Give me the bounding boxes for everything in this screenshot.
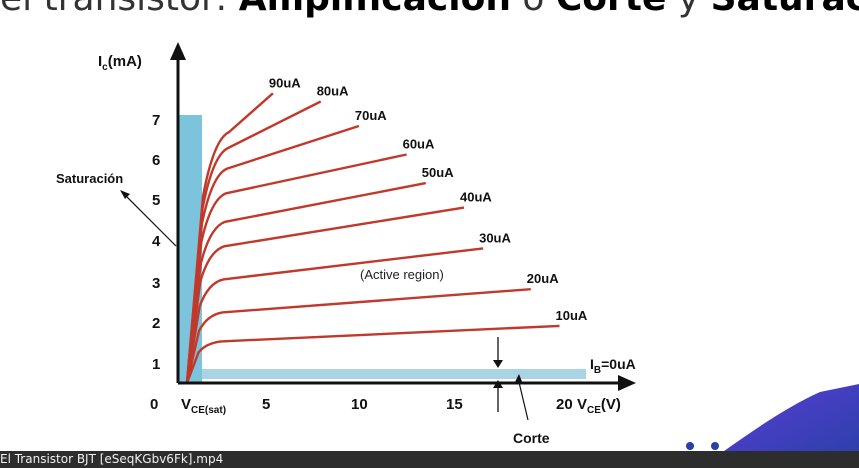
- curve-50uA: [185, 181, 427, 384]
- curve-label-60uA: 60uA: [403, 137, 435, 152]
- title-connector: o: [511, 0, 556, 19]
- decorative-dot: [686, 442, 694, 450]
- curve-30uA: [185, 247, 484, 384]
- origin-label: 0: [150, 396, 158, 413]
- active-region-label: (Active region): [360, 267, 444, 282]
- y-tick-label: 1: [152, 356, 160, 373]
- decorative-dot: [711, 442, 719, 450]
- y-tick-label: 6: [152, 152, 160, 169]
- title-corte: Corte: [556, 0, 667, 19]
- x-axis-arrow: [618, 375, 636, 391]
- y-tick-label: 2: [152, 315, 160, 332]
- decorative-wave: [700, 384, 859, 468]
- curve-label-40uA: 40uA: [460, 190, 492, 205]
- y-tick-label: 7: [152, 112, 160, 129]
- cutoff-arrow-down: [493, 360, 503, 368]
- saturation-arrowhead: [120, 190, 130, 199]
- x-tick-label: 5: [262, 396, 270, 413]
- y-tick-label: 5: [152, 192, 160, 209]
- saturation-label: Saturación: [56, 171, 123, 186]
- video-filename-bar: El Transistor BJT [eSeqKGbv6Fk].mp4: [0, 451, 859, 468]
- title-saturacion: Saturación.: [711, 0, 859, 19]
- y-axis-label: Ic(mA): [98, 53, 142, 73]
- cutoff-label: Corte: [513, 430, 550, 446]
- saturation-pointer: [123, 193, 177, 247]
- curve-40uA: [185, 206, 465, 384]
- curve-label-10uA: 10uA: [556, 308, 588, 323]
- curve-labels: 10uA 20uA 30uA 40uA 50uA 60uA 70uA 80uA 90uA: [269, 75, 588, 323]
- curve-10uA: [185, 324, 560, 384]
- curve-label-80uA: 80uA: [317, 84, 349, 99]
- cutoff-pointer: [517, 377, 529, 421]
- slide-title: el transistor: Amplificación o Corte y S…: [0, 0, 859, 30]
- title-amplificacion: Amplificación: [239, 0, 511, 19]
- curve-label-30uA: 30uA: [479, 230, 511, 245]
- y-tick-label: 4: [152, 233, 161, 250]
- curve-90uA: [185, 92, 274, 384]
- x-tick-label: 20: [556, 396, 573, 413]
- x-axis-label: VCE(V): [577, 396, 621, 416]
- curve-label-50uA: 50uA: [422, 165, 454, 180]
- video-filename: El Transistor BJT [eSeqKGbv6Fk].mp4: [0, 452, 224, 466]
- curve-label-20uA: 20uA: [527, 271, 559, 286]
- ib-zero-label: IB=0uA: [590, 356, 636, 376]
- title-lead: el transistor:: [0, 0, 239, 19]
- y-tick-label: 3: [152, 275, 160, 292]
- x-tick-label: 15: [446, 396, 463, 413]
- curve-20uA: [185, 288, 531, 384]
- cutoff-pointer-arrowhead: [514, 374, 523, 384]
- curve-label-90uA: 90uA: [269, 75, 301, 90]
- collector-curves: [185, 92, 560, 384]
- vce-sat-label: VCE(sat): [181, 396, 226, 416]
- curve-label-70uA: 70uA: [355, 108, 387, 123]
- y-axis-arrow: [170, 42, 186, 60]
- cutoff-arrow-up: [493, 380, 503, 388]
- title-connector-2: y: [666, 0, 710, 19]
- x-tick-label: 10: [351, 396, 368, 413]
- cutoff-region: [202, 369, 586, 379]
